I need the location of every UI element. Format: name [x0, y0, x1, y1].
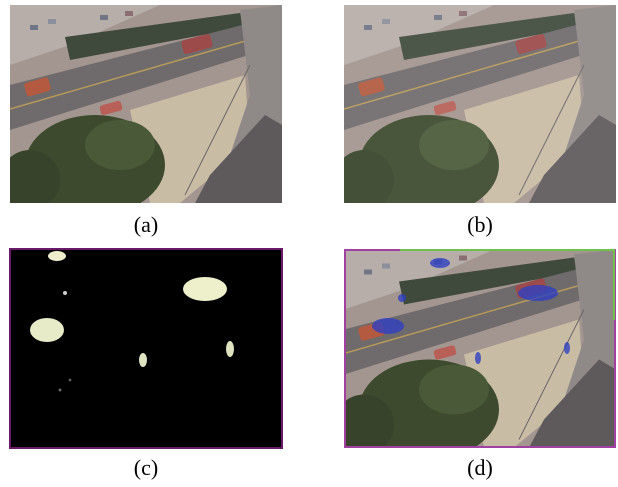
photo — [344, 5, 616, 203]
caption: (c) — [134, 455, 158, 480]
caption: (b) — [467, 212, 493, 237]
caption: (a) — [134, 212, 158, 237]
photo — [10, 5, 282, 203]
caption: (d) — [467, 455, 493, 480]
mask — [9, 248, 283, 449]
detection — [344, 249, 616, 448]
